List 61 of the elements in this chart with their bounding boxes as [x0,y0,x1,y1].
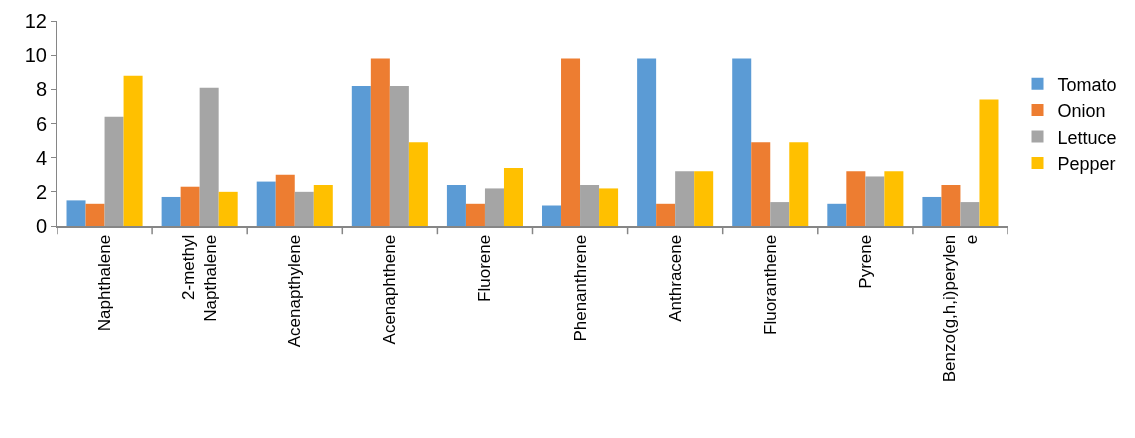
bar [104,116,124,226]
bar [884,171,904,226]
bar [979,99,999,226]
x-tick-label: Fluoranthene [760,234,780,335]
bar [446,185,466,226]
x-tick-label: Acenapthylene [285,234,305,348]
bar [865,176,885,226]
bar [66,200,86,226]
bar [846,171,866,226]
bar [789,142,809,226]
bar [85,203,105,226]
y-tick-label: 2 [35,180,47,203]
bar [484,188,504,226]
x-tick-label: Fluorene [475,234,495,302]
bar [313,185,333,226]
bar [599,188,619,226]
bar [542,205,562,226]
bar [275,174,295,226]
bar [180,186,200,226]
bar [751,142,771,226]
bar [561,58,581,226]
bar [408,142,428,226]
bar [199,87,219,226]
bar [637,58,657,226]
bar [256,181,276,226]
bar [465,203,485,226]
bar [580,185,600,226]
bar [389,85,409,226]
bar [675,171,695,226]
bar [960,202,980,226]
bar [656,203,676,226]
x-tick-label: 2-methyl Napthalene [179,234,221,322]
y-tick-label: 12 [24,10,47,32]
x-tick-label: Benzo(g,h,i)perylene [939,234,982,383]
bar [827,203,847,226]
bar [732,58,752,226]
legend-label: Lettuce [1057,127,1117,148]
legend-label: Pepper [1057,153,1116,174]
bar [218,191,238,226]
bar [123,75,143,226]
bar [694,171,714,226]
bar [370,58,390,226]
y-tick-label: 6 [35,112,47,135]
x-tick-label: Naphthalene [95,234,115,332]
y-tick-label: 0 [35,215,47,237]
legend-label: Tomato [1057,74,1117,95]
bar [294,191,314,226]
x-tick-label: Phenanthrene [570,234,590,342]
bar [770,202,790,226]
y-tick-label: 10 [24,44,47,67]
y-tick-label: 8 [35,78,47,101]
x-tick-label: Pyrene [855,234,875,289]
x-tick-label: Acenaphthene [380,234,400,345]
y-tick-label: 4 [35,146,47,169]
legend-label: Onion [1057,101,1106,122]
x-tick-label: Anthracene [665,234,685,322]
bar [503,167,523,226]
bar [941,185,961,226]
bar [922,196,942,226]
bar [161,196,181,226]
bar [351,85,371,226]
